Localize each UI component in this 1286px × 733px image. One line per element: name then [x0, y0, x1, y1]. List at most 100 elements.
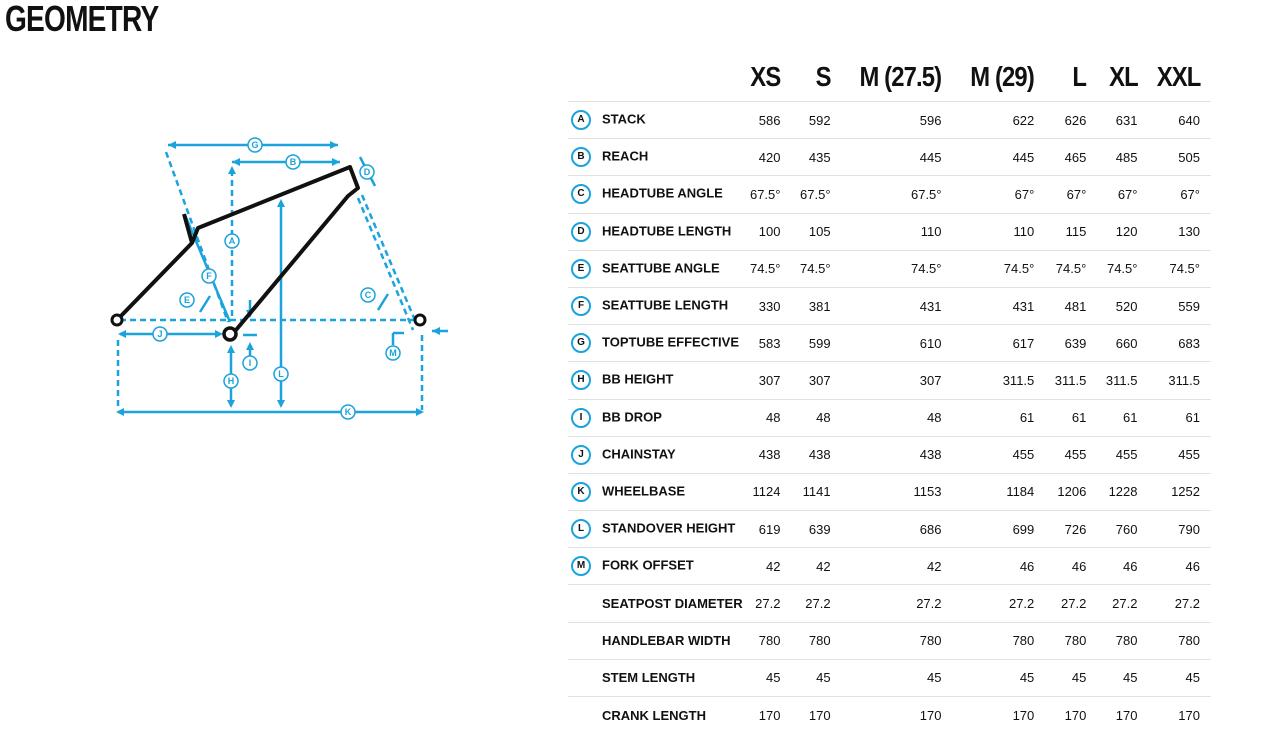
value-cell: 61 [1137, 399, 1211, 436]
row-label: STANDOVER HEIGHT [602, 521, 735, 536]
row-label-cell: HANDLEBAR WIDTH [568, 622, 743, 659]
value-cell: 42 [743, 548, 781, 585]
label-C: C [361, 288, 375, 302]
row-label-cell: B REACH [568, 139, 743, 176]
value-cell: 46 [942, 548, 1035, 585]
value-cell: 683 [1137, 325, 1211, 362]
dimension-badge: B [571, 147, 591, 167]
value-cell: 74.5° [1034, 250, 1086, 287]
label-H: H [224, 374, 238, 388]
value-cell: 67.5° [780, 176, 830, 213]
value-cell: 61 [1086, 399, 1137, 436]
value-cell: 431 [942, 287, 1035, 324]
svg-text:C: C [365, 290, 372, 300]
value-cell: 1252 [1137, 473, 1211, 510]
size-header: L [1034, 50, 1086, 102]
value-cell: 760 [1086, 511, 1137, 548]
label-B: B [286, 155, 300, 169]
label-E: E [180, 293, 194, 307]
size-header: XXL [1137, 50, 1211, 102]
label-K: K [341, 405, 355, 419]
value-cell: 455 [1086, 436, 1137, 473]
dimension-badge: A [571, 110, 591, 130]
value-cell: 74.5° [743, 250, 781, 287]
value-cell: 45 [1137, 659, 1211, 696]
value-cell: 1141 [780, 473, 830, 510]
row-label: REACH [602, 149, 648, 164]
row-label: SEATTUBE LENGTH [602, 297, 728, 312]
front-axle-icon [415, 315, 425, 325]
value-cell: 699 [942, 511, 1035, 548]
value-cell: 61 [1034, 399, 1086, 436]
value-cell: 170 [780, 697, 830, 733]
value-cell: 27.2 [1086, 585, 1137, 622]
value-cell: 438 [831, 436, 942, 473]
dimension-badge: K [571, 482, 591, 502]
dimension-badge: H [571, 370, 591, 390]
value-cell: 74.5° [942, 250, 1035, 287]
value-cell: 311.5 [1137, 362, 1211, 399]
value-cell: 1206 [1034, 473, 1086, 510]
svg-text:A: A [229, 236, 236, 246]
value-cell: 170 [1034, 697, 1086, 733]
row-label: HANDLEBAR WIDTH [602, 633, 731, 648]
size-header: M (29) [942, 50, 1035, 102]
row-label: HEADTUBE LENGTH [602, 223, 731, 238]
value-cell: 445 [942, 139, 1035, 176]
value-cell: 45 [942, 659, 1035, 696]
value-cell: 1184 [942, 473, 1035, 510]
value-cell: 586 [743, 102, 781, 139]
value-cell: 455 [1137, 436, 1211, 473]
size-header: M (27.5) [831, 50, 942, 102]
value-cell: 61 [942, 399, 1035, 436]
value-cell: 626 [1034, 102, 1086, 139]
label-J: J [153, 327, 167, 341]
label-F: F [202, 269, 216, 283]
value-cell: 27.2 [1034, 585, 1086, 622]
value-cell: 27.2 [743, 585, 781, 622]
value-cell: 639 [780, 511, 830, 548]
value-cell: 780 [1086, 622, 1137, 659]
value-cell: 45 [1034, 659, 1086, 696]
value-cell: 67.5° [831, 176, 942, 213]
value-cell: 592 [780, 102, 830, 139]
svg-text:J: J [157, 329, 162, 339]
value-cell: 67° [1086, 176, 1137, 213]
value-cell: 610 [831, 325, 942, 362]
label-A: A [225, 234, 239, 248]
value-cell: 74.5° [1137, 250, 1211, 287]
value-cell: 170 [831, 697, 942, 733]
value-cell: 485 [1086, 139, 1137, 176]
svg-text:K: K [345, 407, 352, 417]
value-cell: 67° [1034, 176, 1086, 213]
value-cell: 110 [831, 213, 942, 250]
value-cell: 1124 [743, 473, 781, 510]
value-cell: 617 [942, 325, 1035, 362]
value-cell: 619 [743, 511, 781, 548]
value-cell: 780 [942, 622, 1035, 659]
value-cell: 481 [1034, 287, 1086, 324]
value-cell: 74.5° [1086, 250, 1137, 287]
size-header: XS [743, 50, 781, 102]
value-cell: 45 [743, 659, 781, 696]
value-cell: 67.5° [743, 176, 781, 213]
bottom-bracket-icon [224, 328, 236, 340]
value-cell: 445 [831, 139, 942, 176]
value-cell: 67° [942, 176, 1035, 213]
value-cell: 46 [1034, 548, 1086, 585]
value-cell: 170 [942, 697, 1035, 733]
svg-text:D: D [364, 167, 371, 177]
svg-text:L: L [278, 369, 284, 379]
